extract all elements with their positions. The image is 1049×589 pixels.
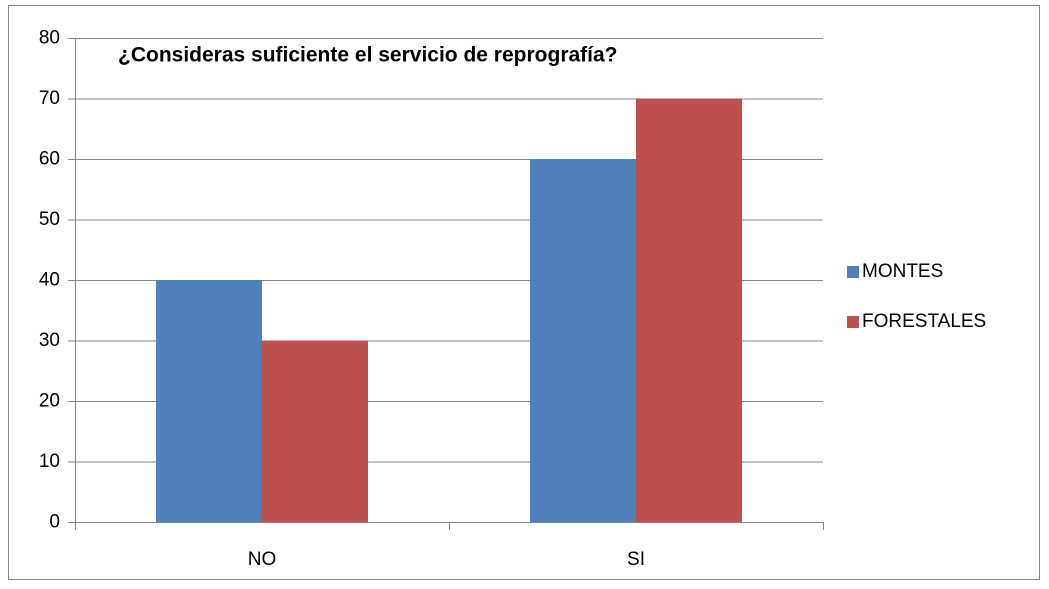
y-tick-label: 80 — [39, 28, 60, 49]
bar — [636, 98, 742, 522]
y-tick-label: 20 — [39, 391, 60, 412]
chart-title: ¿Consideras suficiente el servicio de re… — [118, 44, 618, 67]
legend-label: MONTES — [862, 261, 943, 282]
bar — [156, 280, 262, 522]
y-tick-label: 40 — [39, 270, 60, 291]
y-tick-label: 60 — [39, 149, 60, 170]
legend-swatch — [847, 316, 859, 328]
y-tick-label: 0 — [49, 512, 60, 533]
y-tick-label: 30 — [39, 330, 60, 351]
y-tick-label: 70 — [39, 88, 60, 109]
legend-swatch — [847, 266, 859, 278]
x-tick-label: NO — [248, 549, 277, 570]
bar — [262, 340, 368, 522]
bar — [530, 159, 636, 522]
y-tick-label: 50 — [39, 209, 60, 230]
x-tick-label: SI — [627, 549, 645, 570]
y-tick-label: 10 — [39, 451, 60, 472]
legend-label: FORESTALES — [862, 311, 986, 332]
